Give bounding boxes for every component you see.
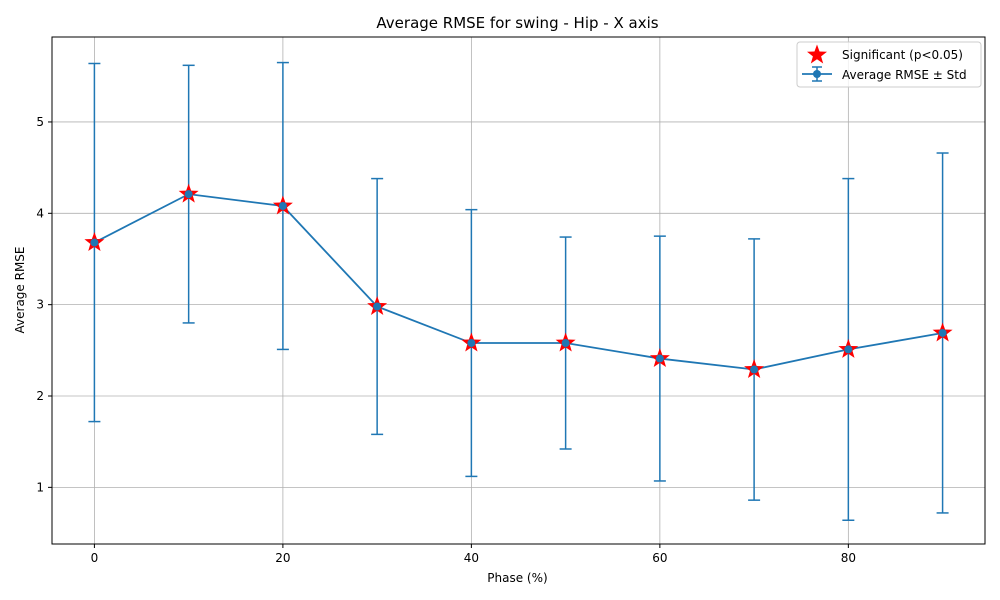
data-point <box>750 365 759 374</box>
legend: Significant (p<0.05) Average RMSE ± Std <box>796 41 982 88</box>
x-tick-label: 20 <box>275 551 290 565</box>
legend-star-icon <box>807 44 827 64</box>
tick-labels: 0 20 40 60 80 1 2 3 4 5 <box>36 115 856 565</box>
data-point <box>184 190 193 199</box>
legend-significant-label: Significant (p<0.05) <box>842 48 963 62</box>
chart-title: Average RMSE for swing - Hip - X axis <box>376 14 658 32</box>
y-tick-label: 1 <box>36 480 44 494</box>
data-point <box>938 328 947 337</box>
legend-frame <box>796 41 982 88</box>
data-point <box>467 339 476 348</box>
data-point <box>655 354 664 363</box>
markers-layer <box>84 183 953 379</box>
data-point <box>90 238 99 247</box>
y-tick-label: 4 <box>36 206 44 220</box>
x-tick-label: 0 <box>91 551 99 565</box>
series-line <box>93 193 943 371</box>
legend-series-marker <box>802 66 832 82</box>
data-point <box>561 339 570 348</box>
data-point <box>844 345 853 354</box>
legend-series-label: Average RMSE ± Std <box>842 68 967 82</box>
x-tick-label: 80 <box>841 551 856 565</box>
y-tick-label: 3 <box>36 298 44 312</box>
axes <box>48 36 986 548</box>
data-point <box>278 202 287 210</box>
x-tick-label: 60 <box>652 551 667 565</box>
series-line-layer <box>93 193 943 371</box>
legend-significant-marker <box>807 44 827 64</box>
x-axis-label: Phase (%) <box>487 571 547 585</box>
plot-frame <box>51 36 986 545</box>
y-axis-label: Average RMSE <box>13 247 27 334</box>
legend-point-icon <box>813 70 821 78</box>
data-point <box>373 302 382 311</box>
y-tick-label: 2 <box>36 389 44 403</box>
y-tick-label: 5 <box>36 115 44 129</box>
x-tick-label: 40 <box>464 551 479 565</box>
